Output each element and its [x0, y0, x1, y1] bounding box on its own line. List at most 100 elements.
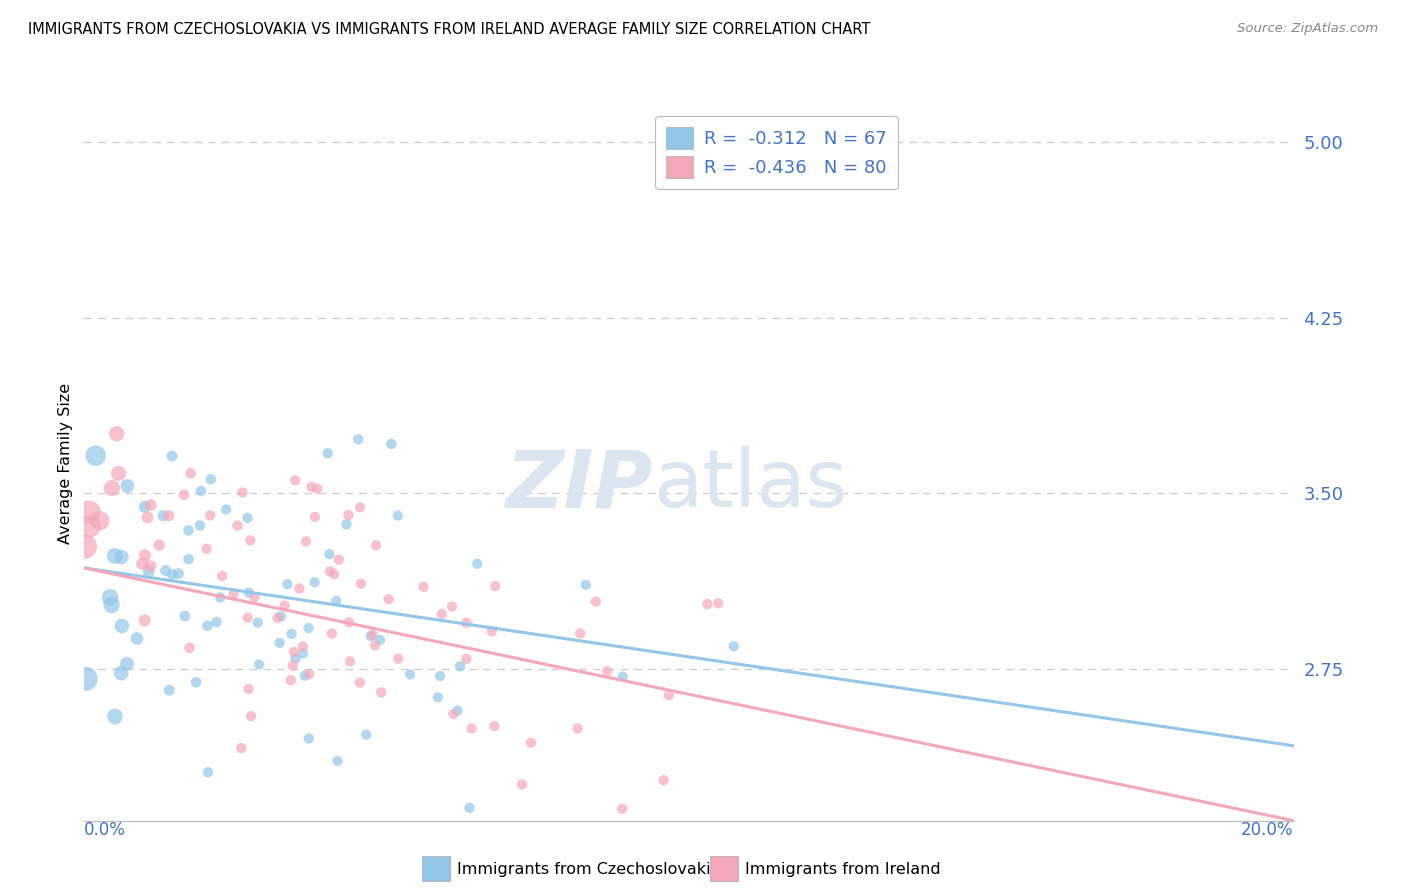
Point	[134, 614, 156, 628]
Point	[297, 621, 319, 635]
Point	[167, 566, 190, 581]
Point	[723, 639, 745, 653]
Point	[387, 508, 409, 523]
Point	[349, 500, 371, 515]
Point	[115, 657, 138, 671]
Point	[276, 577, 298, 591]
Point	[226, 518, 249, 533]
Point	[460, 722, 482, 736]
Point	[484, 719, 506, 733]
Point	[364, 538, 387, 552]
Point	[380, 437, 402, 451]
Point	[298, 667, 321, 681]
Point	[180, 467, 202, 481]
Point	[368, 632, 391, 647]
Text: 20.0%: 20.0%	[1241, 821, 1294, 838]
Point	[337, 508, 360, 522]
Point	[236, 511, 259, 525]
Point	[247, 657, 270, 672]
Text: 0.0%: 0.0%	[84, 821, 127, 838]
Point	[585, 594, 607, 608]
Point	[295, 534, 318, 549]
Point	[399, 667, 422, 681]
Point	[238, 585, 260, 599]
Point	[567, 722, 589, 736]
Point	[441, 599, 464, 614]
Point	[323, 567, 346, 582]
Point	[200, 508, 222, 523]
Point	[160, 567, 183, 582]
Point	[266, 611, 288, 625]
Point	[136, 510, 159, 524]
Point	[707, 596, 730, 610]
Point	[131, 557, 153, 571]
Point	[377, 592, 399, 607]
Point	[157, 683, 180, 698]
Text: atlas: atlas	[652, 446, 846, 524]
Point	[652, 773, 675, 788]
Point	[281, 658, 304, 673]
Text: Source: ZipAtlas.com: Source: ZipAtlas.com	[1237, 22, 1378, 36]
Point	[304, 575, 326, 590]
Point	[430, 607, 453, 621]
Point	[125, 632, 148, 646]
Point	[696, 597, 718, 611]
Point	[612, 802, 634, 816]
Point	[104, 709, 127, 723]
Point	[484, 579, 506, 593]
Point	[155, 564, 177, 578]
Point	[104, 549, 127, 563]
Point	[273, 599, 295, 613]
Point	[73, 540, 96, 554]
Point	[288, 582, 311, 596]
Point	[361, 628, 384, 642]
Point	[177, 524, 200, 538]
Point	[205, 615, 228, 629]
Point	[110, 549, 132, 564]
Text: Immigrants from Ireland: Immigrants from Ireland	[745, 863, 941, 877]
Point	[481, 624, 503, 639]
Point	[291, 640, 314, 654]
Point	[510, 777, 533, 791]
Point	[173, 609, 195, 624]
Point	[238, 681, 260, 696]
Point	[325, 594, 347, 608]
Point	[107, 467, 129, 481]
Point	[101, 481, 124, 495]
Point	[134, 500, 156, 514]
Point	[157, 508, 180, 523]
Point	[347, 433, 370, 447]
Point	[318, 547, 340, 561]
Point	[349, 675, 371, 690]
Point	[105, 426, 128, 441]
Point	[284, 651, 307, 665]
Point	[412, 580, 434, 594]
Point	[231, 485, 253, 500]
Point	[152, 508, 174, 523]
Point	[184, 675, 207, 690]
Point	[326, 754, 349, 768]
Y-axis label: Average Family Size: Average Family Size	[58, 384, 73, 544]
Point	[209, 591, 232, 605]
Point	[301, 480, 323, 494]
Point	[335, 517, 357, 532]
Point	[269, 636, 291, 650]
Point	[177, 552, 200, 566]
Point	[270, 609, 292, 624]
Point	[98, 591, 121, 605]
Point	[200, 472, 222, 486]
Point	[307, 482, 329, 496]
Point	[354, 728, 377, 742]
Point	[100, 598, 122, 612]
Text: ZIP: ZIP	[505, 446, 652, 524]
Point	[77, 505, 100, 519]
Point	[89, 514, 111, 528]
Point	[284, 474, 307, 488]
Point	[84, 449, 107, 463]
Legend: R =  -0.312   N = 67, R =  -0.436   N = 80: R = -0.312 N = 67, R = -0.436 N = 80	[655, 116, 897, 189]
Point	[239, 533, 262, 548]
Point	[110, 666, 132, 681]
Point	[283, 645, 305, 659]
Point	[596, 664, 619, 678]
Point	[111, 619, 134, 633]
